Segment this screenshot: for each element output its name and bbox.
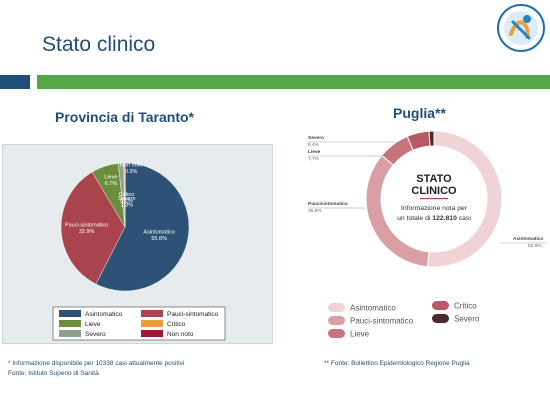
- legend-swatch-lieve: [59, 320, 81, 327]
- legend-swatch-severo: [59, 330, 81, 337]
- pie-value-pauci-sintomatico: 32.9%: [79, 229, 95, 235]
- legend-label-non-noto: Non noto: [167, 331, 194, 338]
- puglia-legend-swatch-lieve: [328, 329, 345, 338]
- pie-value-asintomatico: 55.6%: [151, 236, 167, 242]
- header-rule-green: [37, 75, 550, 89]
- pie-label-pauci-sintomatico: Pauci-sintomatico: [65, 222, 108, 228]
- callout-label-asintomatico: Asintomatico: [513, 236, 543, 242]
- pie-value-lieve: 6.7%: [105, 181, 118, 187]
- taranto-legend: Asintomatico Pauci-sintomatico Lieve Critic…: [52, 306, 226, 341]
- donut-center-title-line1: STATO: [416, 173, 452, 185]
- puglia-legend-swatch-asintomatico: [328, 303, 345, 312]
- legend-swatch-non-noto: [141, 330, 163, 337]
- legend-label-lieve: Lieve: [85, 321, 101, 328]
- left-section-title: Provincia di Taranto*: [55, 109, 194, 125]
- callout-value-pauci-sintomatico: 35,5%: [308, 208, 322, 214]
- pie-value-critico: 0.2%: [120, 198, 133, 204]
- legend-label-critico: Critico: [167, 321, 186, 328]
- pie-label-severo: Severo: [118, 196, 135, 202]
- left-footnote-line1: * Informazione disponibile per 10338 cas…: [8, 360, 185, 367]
- pie-label-critico: Critico: [119, 192, 135, 198]
- legend-swatch-asintomatico: [59, 310, 81, 317]
- puglia-legend-label-asintomatico: Asintomatico: [350, 304, 396, 313]
- left-footnote-line2: Fonte: Istituto Superio di Sanità: [8, 370, 99, 377]
- taranto-legend-box: [52, 306, 226, 341]
- puglia-legend-swatch-critico: [432, 301, 449, 310]
- callout-value-asintomatico: 52,9%: [528, 243, 542, 249]
- pie-label-non-noto: Non noto: [120, 163, 142, 169]
- right-footnote: ** Fonte: Bollettino Epidemiologico Regi…: [324, 360, 470, 367]
- logo: [497, 4, 545, 52]
- puglia-legend: Asintomatico Pauci-sintomatico Lieve Critic…: [328, 301, 480, 339]
- callout-value-lieve: 7,7%: [308, 156, 320, 162]
- donut-center-title-line2: CLINICO: [411, 185, 457, 197]
- taranto-pie-chart: Asintomatico55.6%Pauci-sintomatico32.9%L…: [52, 162, 226, 341]
- callout-value-critico: 5,4%: [308, 142, 320, 148]
- page-title: Stato clinico: [42, 33, 156, 56]
- pie-slice-asintomatico: [95, 162, 190, 292]
- puglia-legend-swatch-severo: [432, 314, 449, 323]
- donut-center-divider: [420, 198, 448, 200]
- donut-center-text-line1: Informazione nota per: [401, 205, 468, 212]
- pie-label-asintomatico: Asintomatico: [143, 229, 175, 235]
- right-section-title: Puglia**: [393, 105, 446, 121]
- legend-label-pauci-sintomatico: Pauci-sintomatico: [167, 311, 219, 318]
- pie-slice-non-noto: [124, 162, 126, 228]
- puglia-legend-swatch-pauci-sintomatico: [328, 316, 345, 325]
- legend-swatch-pauci-sintomatico: [141, 310, 163, 317]
- puglia-legend-label-critico: Critico: [454, 302, 477, 311]
- callout-label-severo: Severo: [308, 135, 324, 141]
- puglia-legend-label-severo: Severo: [454, 315, 480, 324]
- legend-swatch-critico: [141, 320, 163, 327]
- taranto-chart-panel: Asintomatico 55.6% Pauci-sintomatico 32.9% L…: [2, 144, 273, 344]
- header-rule-dark: [0, 75, 30, 89]
- puglia-legend-label-pauci-sintomatico: Pauci-sintomatico: [350, 317, 414, 326]
- donut-center-text-line2: un totale di 122.810 casi: [397, 215, 471, 222]
- left-footnote: * Informazione disponibile per 10338 cas…: [8, 359, 184, 379]
- pie-label-lieve: Lieve: [104, 174, 117, 180]
- legend-label-asintomatico: Asintomatico: [85, 311, 123, 318]
- pie-value-non-noto: 0.3%: [125, 169, 138, 175]
- pie-slice-pauci-sintomatico: [60, 171, 126, 285]
- callout-label-pauci-sintomatico: Paucisintomatico: [308, 201, 348, 207]
- callout-label-lieve: Lieve: [308, 149, 321, 155]
- pie-value-severo: 1.3%: [121, 202, 134, 208]
- donut-slice-severo: [428, 130, 435, 147]
- legend-label-severo: Severo: [85, 331, 106, 338]
- puglia-legend-label-lieve: Lieve: [350, 330, 370, 339]
